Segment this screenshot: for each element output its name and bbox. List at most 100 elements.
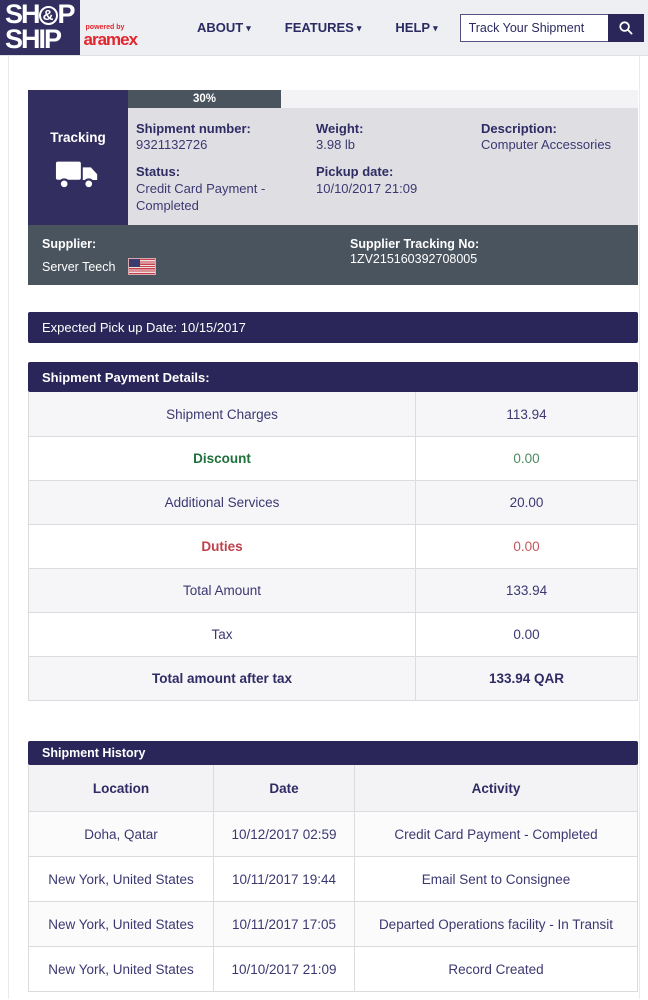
history-location: New York, United States [29, 947, 214, 991]
history-location: Doha, Qatar [29, 812, 214, 856]
logo-line2: SHIP [5, 23, 62, 54]
progress-percent-label: 30% [192, 92, 217, 105]
history-header-row: Location Date Activity [29, 765, 637, 811]
payment-row-value: 113.94 [506, 406, 547, 422]
history-activity: Email Sent to Consignee [421, 871, 571, 887]
progress-fill: 30% [128, 90, 281, 108]
payment-row: Shipment Charges 113.94 [29, 392, 637, 436]
supplier-bar: Supplier: Server Teech Supplier Tracking… [28, 225, 638, 285]
payment-row-label: Duties [29, 525, 416, 568]
history-row: Doha, Qatar 10/12/2017 02:59 Credit Card… [29, 811, 637, 856]
payment-row: Additional Services 20.00 [29, 480, 637, 524]
history-row: New York, United States 10/11/2017 19:44… [29, 856, 637, 901]
track-shipment-search [459, 13, 644, 42]
supplier-tracking-field: Supplier Tracking No: 1ZV215160392708005 [350, 225, 638, 285]
us-flag-icon [129, 259, 156, 274]
chevron-down-icon: ▾ [246, 23, 251, 33]
search-button[interactable] [607, 13, 644, 42]
shipment-info: Shipment number: 9321132726 Status: Cred… [128, 107, 638, 225]
shipment-number-label: Shipment number: [136, 120, 251, 136]
payment-row-label: Total Amount [29, 569, 416, 612]
history-location: New York, United States [29, 857, 214, 901]
payment-row-value: 133.94 [505, 583, 548, 598]
history-col-activity: Activity [471, 780, 521, 796]
search-icon [618, 20, 633, 35]
history-col-location: Location [29, 765, 214, 811]
history-date: 10/12/2017 02:59 [214, 812, 355, 856]
logo-line1: SH & P [5, 0, 76, 29]
nav-about-label: ABOUT [197, 20, 244, 35]
chevron-down-icon: ▾ [356, 23, 362, 33]
shipment-history-header: Shipment History [28, 741, 638, 765]
expected-pickup-bar: Expected Pick up Date: 10/15/2017 [28, 312, 638, 343]
history-date: 10/11/2017 19:44 [214, 857, 355, 901]
description-field: Description: Computer Accessories [481, 121, 638, 155]
history-table: Location Date Activity Doha, Qatar 10/12… [28, 765, 638, 992]
powered-by-label: powered by [85, 23, 125, 31]
payment-row: Discount 0.00 [29, 436, 637, 480]
pickup-date-value: 10/10/2017 21:09 [316, 181, 418, 197]
progress-bar: 30% [128, 90, 638, 108]
expected-pickup-text: Expected Pick up Date: 10/15/2017 [42, 320, 246, 335]
weight-label: Weight: [316, 120, 364, 136]
history-row: New York, United States 10/11/2017 17:05… [29, 901, 637, 946]
status-field: Status: Credit Card Payment - Completed [136, 164, 316, 215]
shopandship-logo-block: SH & P SHIP [0, 0, 80, 55]
history-date: 10/11/2017 17:05 [214, 902, 355, 946]
history-activity: Departed Operations facility - In Transi… [378, 916, 614, 932]
supplier-field: Supplier: Server Teech [28, 225, 350, 285]
nav-help-label: HELP [395, 20, 431, 35]
nav-about[interactable]: ABOUT ▾ [197, 20, 251, 35]
status-label: Status: [136, 164, 181, 180]
payment-row: Tax 0.00 [29, 612, 637, 656]
top-header: SH & P SHIP powered by aramex ABOUT ▾ FEATU… [0, 0, 648, 56]
payment-row: Total Amount 133.94 [29, 568, 637, 612]
payment-row-value: 0.00 [513, 539, 540, 554]
progress-remainder [281, 90, 638, 108]
pickup-date-field: Pickup date: 10/10/2017 21:09 [316, 164, 481, 198]
payment-row-value: 20.00 [509, 495, 544, 510]
status-value: Credit Card Payment - Completed [136, 181, 266, 214]
payment-row-label: Total amount after tax [29, 657, 416, 700]
chevron-down-icon: ▾ [433, 23, 438, 33]
pickup-date-label: Pickup date: [316, 164, 394, 180]
history-activity: Credit Card Payment - Completed [394, 826, 598, 842]
history-activity: Record Created [448, 961, 544, 977]
payment-details-title: Shipment Payment Details: [42, 369, 210, 385]
payment-row-label: Tax [29, 613, 416, 656]
description-value: Computer Accessories [481, 137, 612, 153]
nav-features-label: FEATURES [284, 20, 354, 35]
payment-details-header: Shipment Payment Details: [28, 362, 638, 392]
tracking-sidebar-tab[interactable]: Tracking [28, 90, 128, 225]
payment-row-label: Discount [29, 437, 416, 480]
nav-features[interactable]: FEATURES ▾ [285, 20, 362, 35]
page-content: Tracking 30% S [8, 56, 640, 999]
payment-row-value: 133.94 QAR [488, 671, 565, 686]
track-shipment-input[interactable] [459, 13, 608, 42]
payment-row-value: 0.00 [513, 627, 540, 642]
description-label: Description: [481, 120, 557, 136]
payment-row-label: Shipment Charges [29, 392, 416, 436]
supplier-label: Supplier: [42, 237, 97, 251]
supplier-tracking-number: 1ZV215160392708005 [350, 252, 478, 266]
payment-row-label: Additional Services [29, 481, 416, 524]
nav-help[interactable]: HELP ▾ [395, 20, 437, 35]
main-nav: ABOUT ▾ FEATURES ▾ HELP ▾ [197, 20, 438, 35]
payment-row: Duties 0.00 [29, 524, 637, 568]
history-location: New York, United States [29, 902, 214, 946]
tracking-tab-label: Tracking [50, 130, 106, 145]
truck-icon [55, 161, 98, 190]
payment-table: Shipment Charges 113.94 Discount 0.00 Ad… [28, 392, 638, 701]
payment-row-value: 0.00 [513, 451, 540, 466]
aramex-brand: powered by aramex [84, 23, 139, 49]
tracking-panel: Tracking 30% S [28, 90, 638, 285]
supplier-tracking-label: Supplier Tracking No: [350, 237, 480, 251]
shipment-history-title: Shipment History [42, 746, 146, 760]
payment-row-total: Total amount after tax 133.94 QAR [29, 656, 637, 700]
history-row: New York, United States 10/10/2017 21:09… [29, 946, 637, 991]
shopandship-logo[interactable]: SH & P SHIP powered by aramex [0, 0, 139, 55]
ampersand-badge: & [38, 6, 58, 25]
weight-field: Weight: 3.98 lb [316, 121, 481, 155]
history-date: 10/10/2017 21:09 [214, 947, 355, 991]
history-col-date: Date [214, 765, 355, 811]
